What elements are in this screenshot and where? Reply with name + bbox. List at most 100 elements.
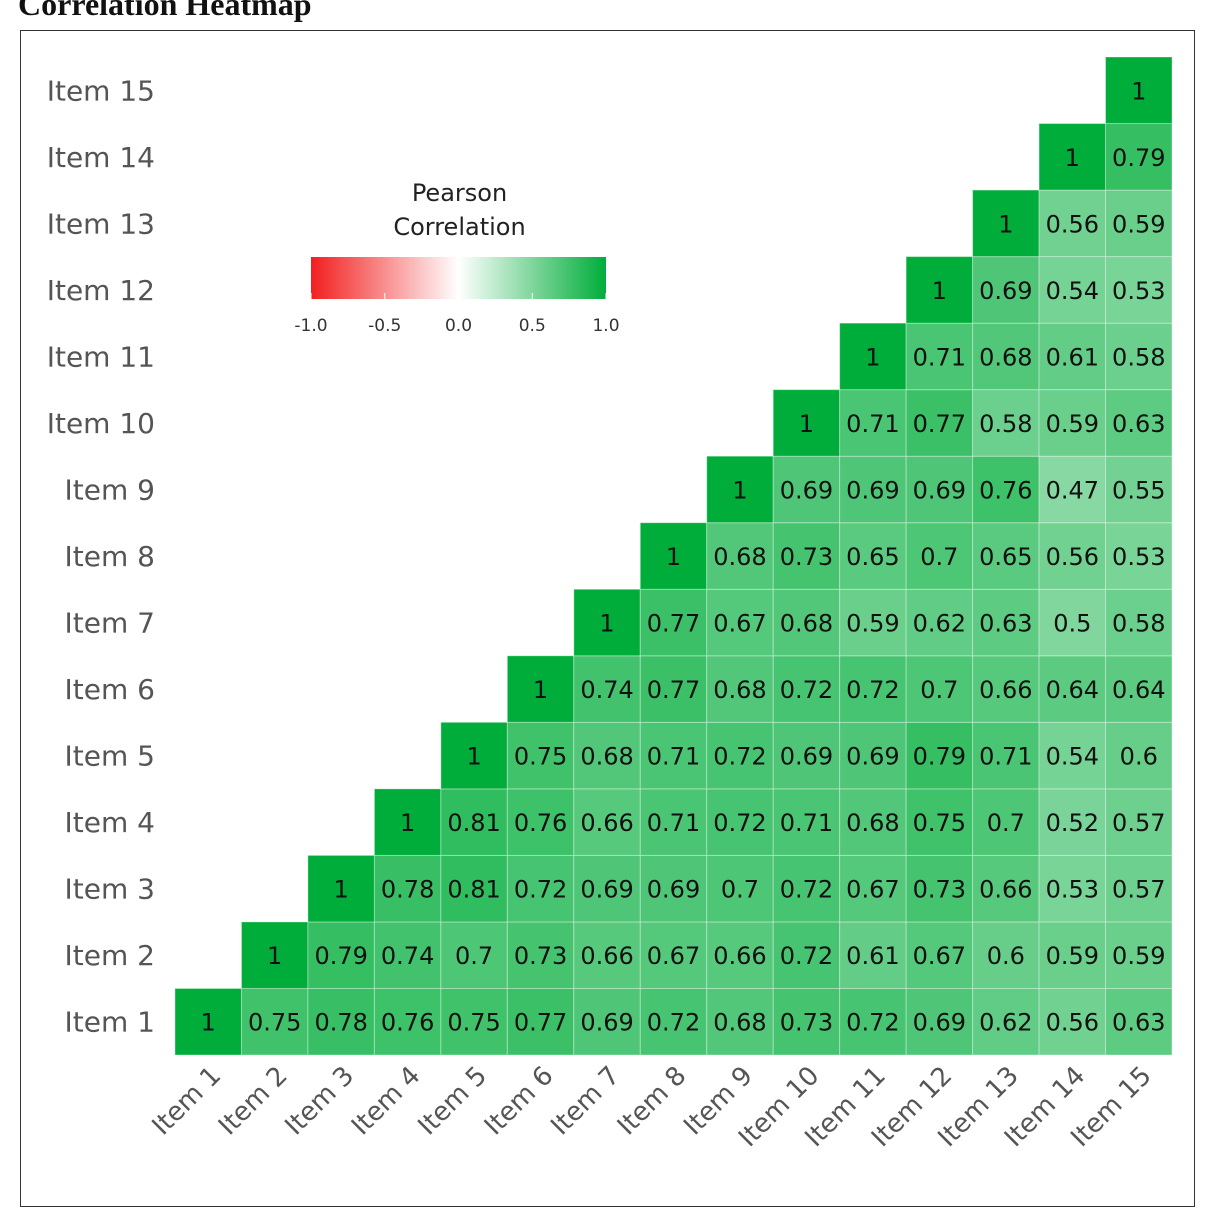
cell-label: 1 [799,410,814,438]
cell-label: 1 [1131,77,1146,105]
heatmap-cell [706,588,774,657]
heatmap-cell [839,588,907,657]
chart-title: Correlation Heatmap [18,0,312,22]
x-tick-label: Item 4 [346,1061,427,1142]
cell-label: 0.62 [913,610,966,638]
heatmap-cell [639,655,708,723]
cell-label: 0.67 [647,942,700,970]
cell-label: 0.66 [580,942,633,970]
heatmap-cell [1105,921,1173,989]
cell-label: 0.52 [1046,809,1099,837]
heatmap-cell [972,455,1040,524]
y-tick-label: Item 12 [47,274,155,307]
heatmap-cell [573,588,641,657]
cell-label: 1 [334,876,349,904]
colorbar-tick-label: 1.0 [592,316,619,336]
legend-title: Pearson Correlation [393,179,526,241]
cell-label: 0.58 [1112,610,1165,638]
cell-label: 0.79 [314,942,367,970]
heatmap-cell [772,455,841,524]
cell-label: 0.66 [713,942,766,970]
heatmap-cell [839,987,907,1056]
heatmap-cell [1105,522,1173,590]
colorbar-tick-label: 0.5 [519,316,546,336]
heatmap-cell [1038,987,1107,1056]
cell-label: 0.72 [780,676,833,704]
cell-label: 0.72 [713,809,766,837]
heatmap-cell [1105,455,1173,524]
cell-label: 0.71 [647,743,700,771]
x-tick-label: Item 8 [612,1061,693,1142]
heatmap-cell [905,588,974,657]
cell-label: 0.59 [1046,942,1099,970]
heatmap-cell [1038,123,1107,191]
heatmap-cell [706,788,774,856]
cell-label: 0.7 [920,676,958,704]
x-tick-label: Item 1 [147,1061,228,1142]
cell-label: 0.71 [979,743,1032,771]
heatmap-cell [440,854,508,923]
heatmap-cell [972,921,1040,989]
heatmap-cell [1105,56,1173,125]
cell-label: 0.64 [1046,676,1099,704]
cell-label: 0.81 [447,876,500,904]
cell-label: 1 [533,676,548,704]
colorbar-tick-label: -1.0 [294,316,327,336]
cell-label: 0.76 [514,809,567,837]
cell-label: 0.66 [979,876,1032,904]
heatmap-cell [1105,256,1173,324]
heatmap-cell [1038,921,1107,989]
y-tick-label: Item 14 [47,141,155,174]
y-tick-label: Item 15 [47,74,155,107]
heatmap-cell [1038,588,1107,657]
cell-label: 0.58 [1112,343,1165,371]
heatmap-cell [506,721,575,790]
cell-label: 0.73 [913,876,966,904]
cell-label: 0.59 [1112,210,1165,238]
cell-label: 0.72 [647,1009,700,1037]
heatmap-cell [1038,655,1107,723]
cell-label: 0.54 [1046,743,1099,771]
cell-label: 0.69 [913,1009,966,1037]
heatmap-cell [1105,987,1173,1056]
cell-label: 0.68 [846,809,899,837]
cell-label: 0.75 [514,743,567,771]
cell-label: 0.55 [1112,476,1165,504]
cell-label: 0.7 [920,543,958,571]
heatmap-cell [573,987,641,1056]
heatmap-cell [639,588,708,657]
y-tick-label: Item 10 [47,407,155,440]
heatmap-cell [440,987,508,1056]
cell-label: 1 [865,343,880,371]
heatmap-cell [240,921,309,989]
cell-label: 0.54 [1046,277,1099,305]
heatmap-cell [972,389,1040,457]
cell-label: 0.76 [979,476,1032,504]
heatmap-cell [1105,655,1173,723]
heatmap-cell [1105,788,1173,856]
cell-label: 0.78 [381,876,434,904]
cell-label: 0.66 [979,676,1032,704]
heatmap-cell [373,987,442,1056]
heatmap-cell [373,854,442,923]
heatmap-cell [1038,322,1107,391]
cell-label: 0.7 [721,876,759,904]
heatmap-cell [839,788,907,856]
cell-label: 0.53 [1112,277,1165,305]
cell-label: 0.77 [514,1009,567,1037]
cell-label: 0.77 [647,676,700,704]
x-tick-label: Item 5 [412,1061,493,1142]
cell-label: 0.74 [381,942,434,970]
cell-label: 0.68 [713,676,766,704]
heatmap-cell [1038,721,1107,790]
cell-label: 0.63 [1112,410,1165,438]
heatmap-cell [839,721,907,790]
heatmap-cell [972,256,1040,324]
cell-label: 0.71 [780,809,833,837]
cell-label: 0.79 [1112,144,1165,172]
cell-label: 0.5 [1053,610,1091,638]
heatmap-cell [905,854,974,923]
cell-label: 0.63 [1112,1009,1165,1037]
heatmap-cell [639,522,708,590]
